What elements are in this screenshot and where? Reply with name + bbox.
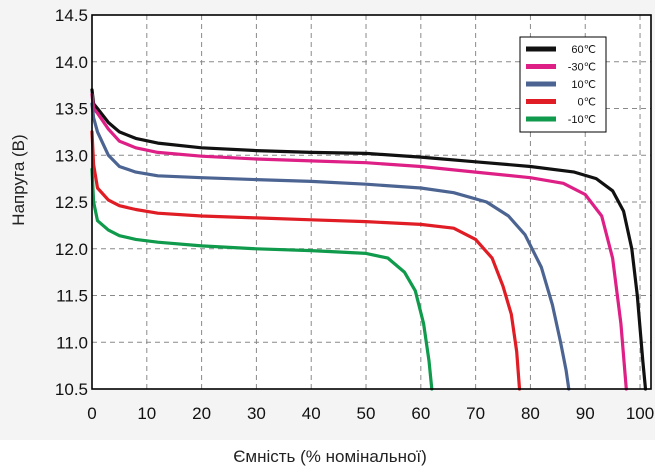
- y-tick-label: 11.0: [56, 333, 88, 352]
- y-tick-label: 12.5: [55, 193, 88, 212]
- x-tick-label: 70: [466, 404, 485, 423]
- x-tick-label: 20: [192, 404, 211, 423]
- series-line-1: [90, 92, 628, 391]
- plot-frame: [91, 14, 652, 390]
- y-tick-label: 13.5: [55, 100, 88, 119]
- legend-label-1: -30℃: [568, 62, 596, 74]
- x-tick-label: 50: [357, 404, 376, 423]
- x-axis-label: Ємність (% номінальної): [233, 447, 427, 466]
- series-layer: [90, 88, 648, 391]
- x-tick-label: 30: [247, 404, 266, 423]
- series-line-0: [90, 88, 648, 391]
- y-tick-label: 12.0: [55, 240, 88, 259]
- plot-border: [91, 14, 652, 390]
- x-tick-label: 10: [137, 404, 156, 423]
- x-tick-label: 40: [302, 404, 321, 423]
- y-tick-label: 13.0: [55, 146, 88, 165]
- x-tick-label: 100: [626, 404, 654, 423]
- legend-label-0: 60℃: [571, 44, 596, 56]
- tick-labels: 0 10 20 30 40 50 60 70 80 90 100 14.5 14.0 13.5 13.0 12…: [55, 6, 654, 423]
- y-axis-label: Напруга (В): [9, 134, 28, 225]
- series-line-4: [90, 167, 434, 391]
- x-tick-label: 0: [87, 404, 96, 423]
- x-tick-label: 90: [576, 404, 595, 423]
- legend: 60℃ -30℃ 10℃ 0℃ -10℃: [519, 36, 607, 133]
- legend-label-4: -10℃: [568, 114, 596, 126]
- y-tick-label: 10.5: [55, 380, 88, 399]
- y-tick-label: 11.5: [56, 287, 88, 306]
- y-tick-label: 14.0: [55, 53, 88, 72]
- x-tick-label: 80: [521, 404, 540, 423]
- legend-label-2: 10℃: [571, 79, 596, 91]
- y-tick-label: 14.5: [55, 6, 88, 25]
- legend-label-3: 0℃: [578, 97, 596, 109]
- series-line-3: [90, 130, 522, 391]
- series-line-2: [90, 102, 571, 391]
- x-tick-label: 60: [411, 404, 430, 423]
